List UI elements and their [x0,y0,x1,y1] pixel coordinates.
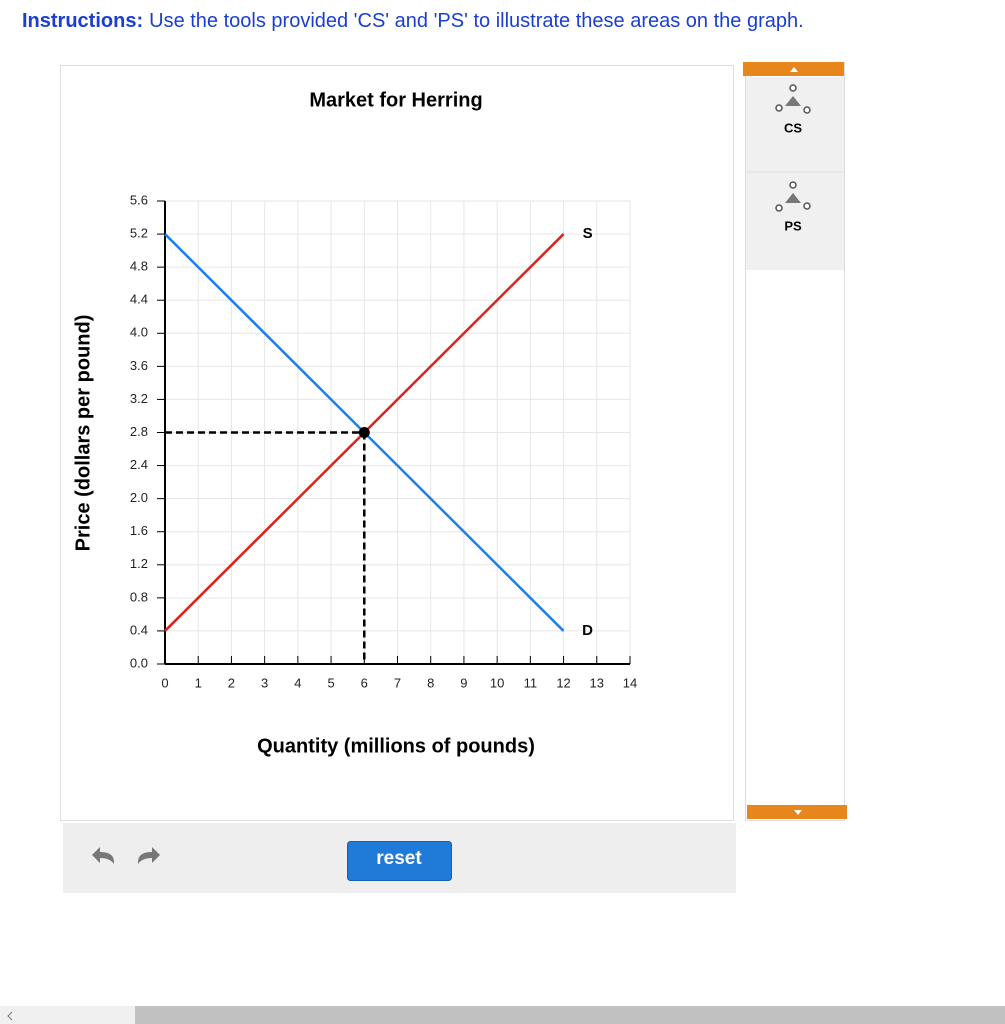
tool-label: PS [784,218,802,233]
x-tick-label: 10 [490,675,504,690]
x-tick-label: 1 [195,675,202,690]
down-arrow [794,810,802,815]
x-tick-label: 12 [556,675,570,690]
undo-button[interactable] [92,847,114,864]
y-tick-label: 1.2 [130,556,148,571]
x-tick-label: 4 [294,675,301,690]
tool-icon [803,202,811,210]
x-tick-label: 7 [394,675,401,690]
x-tick-label: 14 [623,675,637,690]
instructions-text: Use the tools provided 'CS' and 'PS' to … [149,10,804,32]
y-tick-label: 0.4 [130,622,148,637]
y-tick-label: 2.8 [130,424,148,439]
tool-icon [785,96,801,106]
scroll-left[interactable] [7,1011,13,1021]
y-tick-label: 3.2 [130,391,148,406]
x-tick-label: 5 [327,675,334,690]
x-tick-label: 13 [590,675,604,690]
tool-icon [775,104,783,112]
tool-label: CS [784,120,802,135]
x-tick-label: 6 [361,675,368,690]
series-label: D [582,622,593,639]
x-tick-label: 8 [427,675,434,690]
y-tick-label: 5.2 [130,226,148,241]
reset-label: reset [376,848,422,869]
instructions: Instructions: Use the tools provided 'CS'… [22,10,804,32]
y-tick-label: 2.4 [130,457,148,472]
h-scroll-thumb[interactable] [135,1006,1005,1024]
plot: 0.0 0.4 0.8 1.2 1.6 2.0 2.4 2.8 3.2 3.6 4.0 4.4 4.8 5… [130,192,637,690]
x-tick-label: 2 [228,675,235,690]
x-tick-label: 0 [161,675,168,690]
tool-ps[interactable]: PS [775,181,811,233]
y-tick-label: 0.8 [130,589,148,604]
tool-icon [775,204,783,212]
tool-icon [789,181,797,189]
tool-cs[interactable]: CS [775,84,811,135]
y-tick-label: 4.8 [130,259,148,274]
y-tick-label: 5.6 [130,192,148,207]
y-tick-label: 1.6 [130,523,148,538]
x-tick-label: 3 [261,675,268,690]
redo-button[interactable] [138,847,160,864]
tool-icon [785,193,801,203]
y-tick-label: 4.4 [130,292,148,307]
x-axis-label: Quantity (millions of pounds) [257,735,535,757]
equilibrium-point [358,427,370,438]
instructions-label: Instructions: [22,10,143,32]
y-axis-label: Price (dollars per pound) [72,315,94,552]
y-tick-label: 0.0 [130,655,148,670]
chart-title: Market for Herring [309,89,482,111]
tool-list [746,77,844,270]
x-tick-label: 11 [524,675,538,690]
y-tick-label: 2.0 [130,490,148,505]
y-tick-label: 4.0 [130,325,148,340]
up-arrow [790,67,798,72]
tool-icon [789,84,797,92]
x-tick-label: 9 [460,675,467,690]
reset-button[interactable] [347,841,452,881]
tool-icon [803,106,811,114]
series-label: S [583,225,593,242]
y-tick-label: 3.6 [130,358,148,373]
